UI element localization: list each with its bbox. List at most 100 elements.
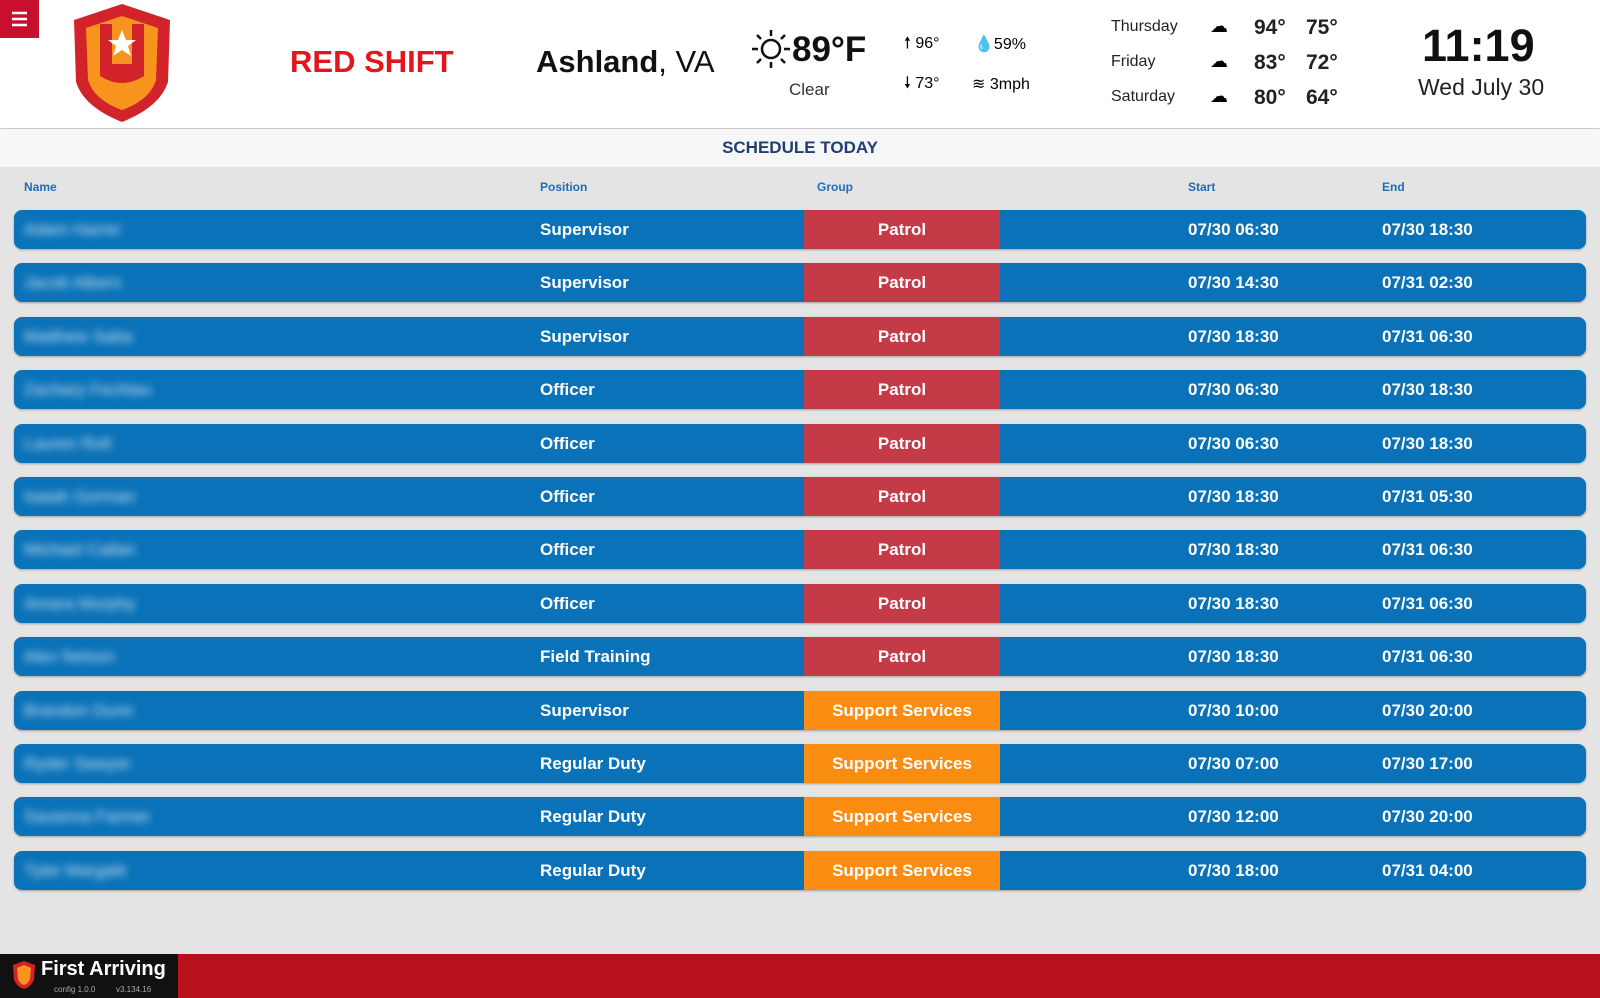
name: Brandon Dunn — [24, 701, 134, 720]
temperature: 89°F — [792, 30, 867, 69]
name: Jacob Albers — [24, 273, 122, 292]
group: Patrol — [804, 370, 1000, 409]
position: Regular Duty — [540, 807, 646, 826]
column-header: Group — [817, 180, 853, 194]
forecast-icon: ☁ — [1210, 86, 1228, 106]
name: Alex Nelson — [24, 647, 115, 666]
position: Supervisor — [540, 273, 629, 292]
start: 07/30 06:30 — [1188, 434, 1279, 453]
start: 07/30 07:00 — [1188, 754, 1279, 773]
position: Supervisor — [540, 220, 629, 239]
menu-icon — [12, 11, 27, 27]
column-header: Position — [540, 180, 588, 194]
forecast-high: 94° — [1254, 16, 1286, 39]
forecast-day: Saturday — [1111, 88, 1176, 105]
footer-config: config 1.0.0 — [54, 985, 96, 994]
name: Adam Harrer — [24, 220, 122, 239]
forecast-icon: ☁ — [1210, 16, 1228, 36]
group: Patrol — [804, 317, 1000, 356]
humidity-value: 59% — [993, 36, 1026, 53]
start: 07/30 10:00 — [1188, 701, 1279, 720]
schedule-row: Amara Murphy Officer Patrol 07/30 18:30 07/3… — [14, 584, 1586, 623]
name: Michael Callan — [24, 540, 136, 559]
column-header: End — [1382, 180, 1405, 194]
low: 🠗 73° — [904, 75, 940, 92]
schedule-row: Tyler Margalit Regular Duty Support Servic… — [14, 851, 1586, 890]
end: 07/31 06:30 — [1382, 647, 1473, 666]
schedule-title-band: SCHEDULE TODAY — [0, 129, 1600, 167]
name: Matthew Saba — [24, 327, 133, 346]
condition: Clear — [789, 80, 830, 99]
group: Patrol — [804, 584, 1000, 623]
position: Regular Duty — [540, 754, 646, 773]
header: RED SHIFT Ashland, VA 89°F Clear 🠕 96° 🠗… — [0, 0, 1600, 128]
position: Supervisor — [540, 701, 629, 720]
menu-button[interactable] — [0, 0, 39, 38]
schedule-row: Lauren Roll Officer Patrol 07/30 06:30 07/30… — [14, 424, 1586, 463]
schedule-row: Ryder Sawyer Regular Duty Support Services… — [14, 744, 1586, 783]
column-header: Start — [1188, 180, 1216, 194]
end: 07/30 18:30 — [1382, 220, 1473, 239]
end: 07/31 06:30 — [1382, 540, 1473, 559]
footer-brand: First Arriving — [41, 958, 166, 980]
start: 07/30 06:30 — [1188, 380, 1279, 399]
high: 🠕 96° — [904, 35, 940, 52]
end: 07/30 20:00 — [1382, 701, 1473, 720]
start: 07/30 18:00 — [1188, 861, 1279, 880]
position: Officer — [540, 594, 595, 613]
group: Patrol — [804, 424, 1000, 463]
humidity: 💧59% — [974, 36, 1026, 53]
start: 07/30 06:30 — [1188, 220, 1279, 239]
start: 07/30 18:30 — [1188, 327, 1279, 346]
position: Officer — [540, 487, 595, 506]
group: Support Services — [804, 851, 1000, 890]
group: Support Services — [804, 744, 1000, 783]
wind: ≋ 3mph — [972, 76, 1030, 93]
forecast-high: 80° — [1254, 86, 1286, 109]
name: Ryder Sawyer — [24, 754, 131, 773]
end: 07/31 05:30 — [1382, 487, 1473, 506]
sun-icon — [752, 30, 790, 68]
name: Tyler Margalit — [24, 861, 127, 880]
end: 07/31 04:00 — [1382, 861, 1473, 880]
position: Regular Duty — [540, 861, 646, 880]
footer: First Arriving config 1.0.0 v3.134.16 — [0, 954, 1600, 998]
forecast-day: Thursday — [1111, 18, 1178, 35]
column-header: Name — [24, 180, 57, 194]
schedule-row: Savanna Farmer Regular Duty Support Servic… — [14, 797, 1586, 836]
low-value: 73° — [915, 75, 940, 92]
state: , VA — [658, 44, 715, 79]
group: Support Services — [804, 691, 1000, 730]
end: 07/31 06:30 — [1382, 594, 1473, 613]
footer-logo: First Arriving config 1.0.0 v3.134.16 — [0, 954, 178, 998]
schedule-row: Matthew Saba Supervisor Patrol 07/30 18:30 0… — [14, 317, 1586, 356]
name: Amara Murphy — [24, 594, 136, 613]
schedule-row: Isaiah Gorman Officer Patrol 07/30 18:30 07/… — [14, 477, 1586, 516]
end: 07/30 18:30 — [1382, 434, 1473, 453]
position: Supervisor — [540, 327, 629, 346]
group: Patrol — [804, 477, 1000, 516]
start: 07/30 18:30 — [1188, 487, 1279, 506]
logo — [74, 4, 170, 122]
position: Officer — [540, 380, 595, 399]
start: 07/30 12:00 — [1188, 807, 1279, 826]
position: Officer — [540, 540, 595, 559]
schedule-row: Zachary Fechtau Officer Patrol 07/30 06:30 0… — [14, 370, 1586, 409]
start: 07/30 18:30 — [1188, 647, 1279, 666]
clock: 11:19 — [1422, 20, 1535, 71]
footer-shield — [13, 961, 35, 989]
end: 07/30 18:30 — [1382, 380, 1473, 399]
forecast-low: 64° — [1306, 86, 1338, 109]
location: Ashland, VA — [536, 44, 715, 80]
name: Lauren Roll — [24, 434, 111, 453]
schedule-title: SCHEDULE TODAY — [722, 138, 878, 157]
end: 07/30 17:00 — [1382, 754, 1473, 773]
name: Zachary Fechtau — [24, 380, 152, 399]
end: 07/30 20:00 — [1382, 807, 1473, 826]
position: Field Training — [540, 647, 651, 666]
forecast-low: 75° — [1306, 16, 1338, 39]
forecast-high: 83° — [1254, 51, 1286, 74]
forecast-low: 72° — [1306, 51, 1338, 74]
end: 07/31 02:30 — [1382, 273, 1473, 292]
